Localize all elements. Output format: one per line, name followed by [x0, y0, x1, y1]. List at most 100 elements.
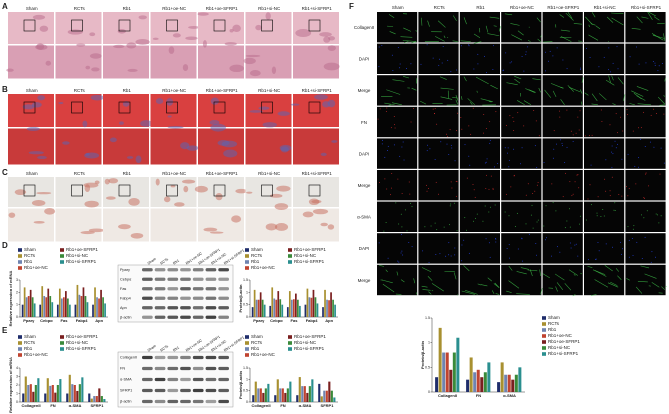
blot-band: [167, 355, 179, 360]
fiber: [400, 36, 413, 38]
fluorescence-image: [584, 201, 625, 232]
blot-band: [142, 296, 153, 300]
cell: [477, 63, 479, 65]
cell: [544, 70, 546, 72]
fluorescence-image: [418, 138, 459, 169]
blot-band: [205, 306, 217, 310]
cell: [391, 173, 393, 175]
cell: [482, 132, 484, 134]
cell: [398, 261, 400, 263]
blot-band: [205, 296, 217, 300]
bar: [318, 383, 321, 402]
cell: [602, 209, 604, 211]
fiber: [443, 35, 446, 39]
cell: [408, 181, 410, 183]
tissue-texture: [245, 54, 261, 58]
cell: [489, 121, 491, 123]
cell: [397, 46, 399, 48]
cell: [394, 124, 396, 126]
fiber: [664, 78, 666, 82]
fiber: [592, 269, 606, 275]
cell: [572, 193, 574, 195]
tissue-texture: [122, 101, 130, 107]
bar: [274, 395, 277, 402]
y-tick-label: 0: [16, 400, 18, 404]
bar: [476, 369, 480, 392]
fiber: [652, 34, 665, 39]
cell: [562, 59, 564, 61]
bar: [100, 289, 102, 317]
legend-label: Rb1: [24, 259, 33, 264]
fiber: [386, 89, 401, 95]
cell: [589, 184, 591, 186]
tissue-texture: [255, 24, 262, 31]
row-label: DAPI: [359, 246, 370, 251]
cell: [577, 116, 579, 118]
cell: [654, 64, 656, 66]
blot-group-label: Sham: [147, 344, 157, 353]
fiber: [536, 17, 541, 23]
fiber: [421, 285, 428, 288]
fiber: [469, 102, 473, 105]
fiber: [544, 89, 552, 98]
blot-band: [192, 366, 204, 371]
legend-swatch: [60, 335, 64, 339]
cell: [632, 130, 634, 132]
tissue-texture: [280, 146, 289, 153]
fluorescence-image: [377, 106, 418, 138]
fluorescence-image: [584, 43, 625, 74]
cell: [597, 242, 599, 244]
fluorescence-image: [418, 264, 459, 296]
fiber: [400, 279, 405, 283]
cell: [399, 67, 401, 69]
bar: [277, 291, 280, 317]
bar: [24, 376, 27, 402]
fiber: [560, 29, 570, 32]
cell: [378, 66, 380, 68]
cell: [655, 112, 657, 114]
fluorescence-image: [584, 138, 625, 169]
bar: [255, 299, 258, 317]
cell: [598, 250, 600, 252]
legend-label: Sham: [251, 247, 263, 252]
cell: [645, 62, 647, 64]
fluorescence-image: [584, 106, 625, 138]
cell: [523, 70, 525, 72]
cell: [450, 71, 452, 73]
cell: [648, 185, 650, 187]
cell: [495, 111, 497, 113]
blot-band: [180, 287, 191, 291]
fiber: [415, 29, 417, 32]
tissue-texture: [229, 64, 245, 73]
cell: [472, 183, 474, 185]
cell: [457, 112, 459, 114]
fiber: [644, 273, 657, 279]
cell: [386, 149, 388, 151]
bar: [104, 303, 106, 317]
fiber: [631, 27, 641, 30]
bar: [252, 395, 255, 402]
fluorescence-image: [377, 233, 418, 264]
cell: [627, 226, 629, 228]
cell: [512, 117, 514, 119]
group-label: Rb1+si-SFRP1: [302, 88, 333, 93]
cell: [450, 203, 452, 205]
zoom-box: [71, 19, 83, 32]
tissue-texture: [167, 126, 184, 129]
bar: [325, 390, 328, 402]
tissue-texture: [126, 156, 134, 159]
blot-band: [142, 355, 153, 360]
cell: [552, 55, 554, 57]
blot-band: [154, 287, 166, 291]
tissue-texture: [229, 29, 234, 33]
cell: [645, 172, 647, 174]
tissue-texture: [82, 120, 88, 128]
fluorescence-image: [418, 170, 459, 201]
fiber: [411, 41, 417, 44]
fiber: [452, 40, 458, 42]
x-tick-label: α-SMA: [299, 403, 312, 408]
tissue-texture: [36, 191, 52, 195]
cell: [579, 69, 581, 71]
cell: [601, 121, 603, 123]
cell: [534, 145, 536, 147]
